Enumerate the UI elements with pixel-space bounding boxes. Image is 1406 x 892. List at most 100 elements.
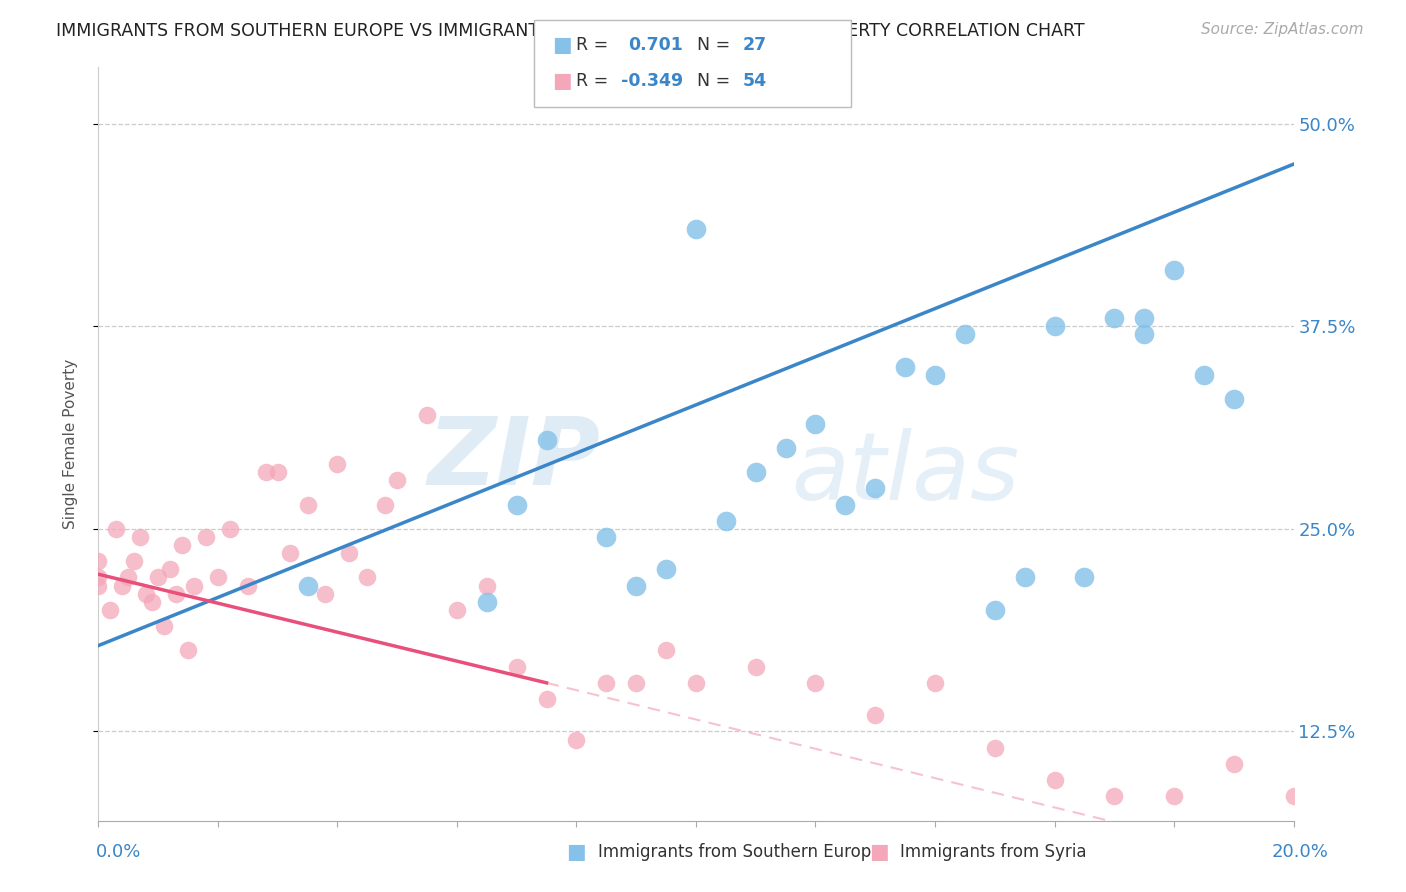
Point [953,327,976,342]
Point [1043,319,1066,334]
Point [129,530,152,544]
Text: N =: N = [686,72,735,90]
Text: ■: ■ [553,36,572,55]
Point [165,587,187,601]
Text: -0.349: -0.349 [621,72,683,90]
Point [475,579,498,593]
Point [172,538,194,552]
Point [655,643,678,657]
Point [254,465,277,479]
Point [1043,773,1066,788]
Point [87,570,110,584]
Point [105,522,128,536]
Point [626,579,648,593]
Point [1133,327,1156,342]
Point [1073,570,1095,584]
Point [159,562,181,576]
Point [924,676,946,690]
Point [685,676,707,690]
Text: 0.701: 0.701 [628,37,683,54]
Point [207,570,229,584]
Text: ■: ■ [567,842,586,862]
Text: ■: ■ [869,842,889,862]
Text: ■: ■ [553,71,572,91]
Point [117,570,139,584]
Point [595,676,617,690]
Y-axis label: Single Female Poverty: Single Female Poverty [63,359,77,529]
Point [775,441,797,455]
Point [834,498,856,512]
Point [98,603,122,617]
Point [315,587,337,601]
Point [1192,368,1215,382]
Point [1282,789,1305,804]
Point [924,368,946,382]
Point [804,417,827,431]
Point [894,359,917,374]
Point [565,732,588,747]
Point [1133,311,1156,326]
Point [536,433,558,447]
Point [416,409,439,423]
Point [297,498,319,512]
Text: Source: ZipAtlas.com: Source: ZipAtlas.com [1201,22,1364,37]
Point [1163,789,1185,804]
Point [536,692,558,706]
Point [865,708,887,723]
Point [111,579,134,593]
Point [626,676,648,690]
Point [267,465,290,479]
Point [475,595,498,609]
Text: atlas: atlas [792,428,1019,519]
Point [326,457,349,471]
Point [1223,756,1246,771]
Point [655,562,678,576]
Point [745,659,768,673]
Point [356,570,378,584]
Point [124,554,146,568]
Point [865,481,887,495]
Text: R =: R = [576,72,614,90]
Text: 27: 27 [742,37,766,54]
Point [446,603,468,617]
Point [1104,789,1126,804]
Text: ZIP: ZIP [427,413,600,505]
Point [385,473,409,487]
Text: 0.0%: 0.0% [96,843,141,861]
Point [745,465,768,479]
Point [595,530,617,544]
Point [177,643,200,657]
Text: 54: 54 [742,72,766,90]
Point [278,546,301,560]
Text: N =: N = [686,37,735,54]
Point [1402,797,1406,812]
Point [804,676,827,690]
Point [374,498,396,512]
Point [141,595,163,609]
Text: 20.0%: 20.0% [1272,843,1329,861]
Point [1014,570,1036,584]
Point [339,546,361,560]
Point [984,603,1007,617]
Point [685,222,707,236]
Point [183,579,205,593]
Point [984,740,1007,755]
Text: IMMIGRANTS FROM SOUTHERN EUROPE VS IMMIGRANTS FROM SYRIA SINGLE FEMALE POVERTY C: IMMIGRANTS FROM SOUTHERN EUROPE VS IMMIG… [56,22,1085,40]
Point [87,579,110,593]
Point [1223,392,1246,407]
Point [1104,311,1126,326]
Point [219,522,242,536]
Point [1343,781,1365,796]
Point [195,530,218,544]
Point [87,554,110,568]
Text: Immigrants from Syria: Immigrants from Syria [900,843,1087,861]
Point [236,579,259,593]
Point [297,579,319,593]
Point [148,570,170,584]
Point [153,619,176,633]
Point [1163,262,1185,277]
Text: R =: R = [576,37,620,54]
Point [506,498,529,512]
Point [714,514,737,528]
Text: Immigrants from Southern Europe: Immigrants from Southern Europe [598,843,882,861]
